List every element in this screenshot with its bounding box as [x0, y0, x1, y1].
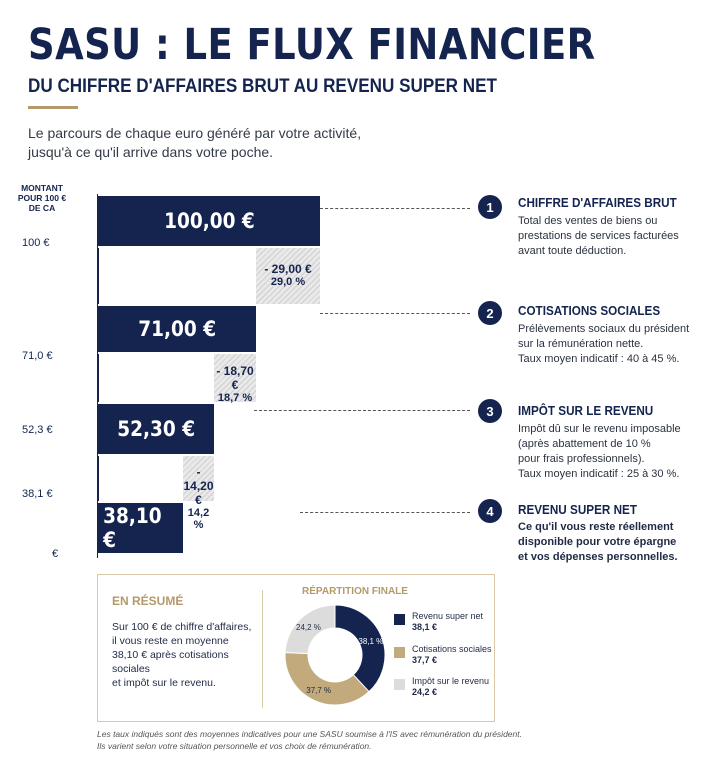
step-4-badge: 4 [478, 499, 502, 523]
donut-label-impot: 24,2 % [296, 623, 321, 632]
legend-cotisations: Cotisations sociales 37,7 € [412, 644, 492, 666]
step-3-line: Taux moyen indicatif : 25 à 30 %. [518, 468, 680, 480]
step-1-badge: 1 [478, 195, 502, 219]
summary-line: 38,10 € après cotisations sociales [112, 649, 229, 675]
deduction-2-pct: 18,7 % [217, 392, 253, 404]
deduction-3-pct: 14,2 % [187, 507, 210, 531]
bar-2: 71,00 € [98, 306, 256, 352]
legend-cotisations-name: Cotisations sociales [412, 644, 492, 654]
deduction-1-value: - 29,00 € [264, 262, 312, 276]
donut-chart: 38,1 % 37,7 % 24,2 % [284, 604, 386, 706]
footnote-line-2: Ils varient selon votre situation person… [97, 741, 372, 751]
legend-swatch-revenu [394, 614, 405, 625]
y-tick-100: 100 € [22, 237, 50, 249]
remaining-2 [98, 354, 214, 402]
summary-line: et impôt sur le revenu. [112, 677, 216, 689]
donut-label-cotisations: 37,7 % [306, 686, 331, 695]
summary-line: Sur 100 € de chiffre d'affaires, [112, 621, 252, 633]
step-4-line: Ce qu'il vous reste réellement [518, 521, 674, 533]
bar-4: 38,10 € [98, 503, 183, 553]
remaining-3 [98, 456, 183, 501]
legend-swatch-cotisations [394, 647, 405, 658]
step-3-line: pour frais professionnels). [518, 453, 645, 465]
y-tick-zero: € [52, 548, 59, 560]
connector-2 [320, 313, 470, 314]
deduction-1: - 29,00 €29,0 % [256, 248, 320, 304]
donut-slice-impot [284, 604, 336, 655]
connector-1 [320, 208, 470, 209]
summary-box [97, 574, 495, 722]
deduction-3-value: - 14,20 € [183, 465, 214, 507]
step-2-line: sur la rémunération nette. [518, 338, 644, 350]
donut-slice-revenu [334, 604, 386, 693]
donut-slice-cotisations [284, 651, 370, 706]
step-2-title: COTISATIONS SOCIALES [518, 303, 661, 318]
step-3-badge: 3 [478, 399, 502, 423]
deduction-2: - 18,70 €18,7 % [214, 354, 256, 404]
bar-1-label: 100,00 € [163, 209, 255, 233]
step-3-line: Impôt dû sur le revenu imposable [518, 423, 681, 435]
footnote-line-1: Les taux indiqués sont des moyennes indi… [97, 729, 522, 739]
step-2-desc: Prélèvements sociaux du président sur la… [518, 322, 702, 367]
legend-swatch-impot [394, 679, 405, 690]
legend-impot-value: 24,2 € [412, 687, 438, 697]
step-3-desc: Impôt dû sur le revenu imposable (après … [518, 422, 702, 482]
legend-revenu-value: 38,1 € [412, 622, 438, 632]
deduction-2-value: - 18,70 € [216, 364, 254, 392]
step-2-line: Prélèvements sociaux du président [518, 323, 690, 335]
y-tick-38: 38,1 € [22, 488, 53, 500]
step-4-line: et vos dépenses personnelles. [518, 551, 678, 563]
bar-1: 100,00 € [98, 196, 320, 246]
step-2-line: Taux moyen indicatif : 40 à 45 %. [518, 353, 680, 365]
summary-title: EN RÉSUMÉ [112, 594, 184, 608]
y-tick-52: 52,3 € [22, 424, 53, 436]
legend-impot-name: Impôt sur le revenu [412, 676, 490, 686]
bar-3-label: 52,30 € [117, 417, 195, 441]
step-3-line: (après abattement de 10 % [518, 438, 651, 450]
intro-line-2: jusqu'à ce qu'il arrive dans votre poche… [28, 144, 274, 160]
deduction-1-pct: 29,0 % [270, 276, 306, 288]
intro-line-1: Le parcours de chaque euro généré par vo… [28, 125, 362, 141]
legend-revenu: Revenu super net 38,1 € [412, 611, 483, 633]
y-axis-line [97, 194, 98, 558]
step-4-line: disponible pour votre épargne [518, 536, 677, 548]
repartition-title: RÉPARTITION FINALE [302, 586, 408, 597]
intro-text: Le parcours de chaque euro généré par vo… [28, 124, 448, 162]
step-1-title: CHIFFRE D'AFFAIRES BRUT [518, 195, 677, 210]
bar-2-label: 71,00 € [138, 317, 216, 341]
step-1-line: avant toute déduction. [518, 245, 627, 257]
footnote: Les taux indiqués sont des moyennes indi… [97, 728, 537, 752]
y-axis-label: MONTANT POUR 100 € DE CA [17, 183, 67, 213]
donut-label-revenu: 38,1 % [358, 637, 383, 646]
summary-text: Sur 100 € de chiffre d'affaires, il vous… [112, 620, 262, 690]
summary-divider [262, 590, 263, 708]
page-subtitle: DU CHIFFRE D'AFFAIRES BRUT AU REVENU SUP… [28, 76, 497, 97]
step-4-desc: Ce qu'il vous reste réellement disponibl… [518, 520, 702, 565]
legend-cotisations-value: 37,7 € [412, 655, 438, 665]
remaining-1 [98, 248, 256, 304]
step-1-line: prestations de services facturées [518, 230, 679, 242]
connector-3 [254, 410, 470, 411]
step-2-badge: 2 [478, 301, 502, 325]
bar-4-label: 38,10 € [103, 504, 162, 552]
step-4-title: REVENU SUPER NET [518, 502, 637, 517]
summary-line: il vous reste en moyenne [112, 635, 229, 647]
legend-revenu-name: Revenu super net [412, 611, 484, 621]
page-title: SASU : LE FLUX FINANCIER [28, 20, 596, 70]
gold-divider [28, 106, 78, 109]
connector-4 [300, 512, 470, 513]
step-1-desc: Total des ventes de biens ou prestations… [518, 214, 702, 259]
step-3-title: IMPÔT SUR LE REVENU [518, 403, 654, 418]
y-tick-71: 71,0 € [22, 350, 53, 362]
step-1-line: Total des ventes de biens ou [518, 215, 658, 227]
deduction-3: - 14,20 €14,2 % [183, 456, 214, 531]
legend-impot: Impôt sur le revenu 24,2 € [412, 676, 489, 698]
bar-3: 52,30 € [98, 404, 214, 454]
